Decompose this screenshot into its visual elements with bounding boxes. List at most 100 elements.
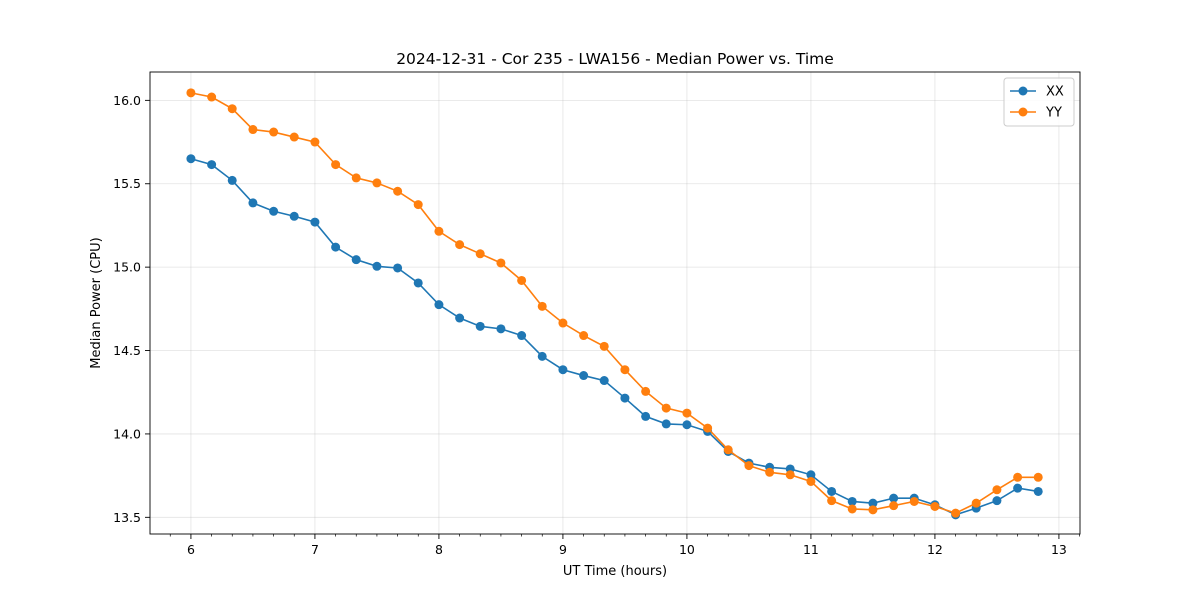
data-point-xx [847,496,857,506]
data-point-xx [868,498,878,508]
data-point-yy [992,485,1002,495]
data-point-yy [331,160,341,170]
data-point-yy [744,461,754,471]
x-axis-label: UT Time (hours) [563,564,667,579]
data-point-yy [455,240,465,250]
legend: XX YY [1003,77,1075,127]
data-point-xx [558,365,568,375]
data-point-yy [475,249,485,259]
legend-label-yy: YY [1045,106,1062,121]
x-tick-label: 11 [803,542,819,557]
data-point-yy [269,127,279,137]
data-point-xx [620,393,630,403]
x-tick-label: 7 [311,542,319,557]
data-point-xx [992,496,1002,506]
data-point-yy [641,386,651,396]
data-point-xx [806,470,816,480]
data-point-yy [579,331,589,341]
data-point-yy [310,137,320,147]
data-point-yy [289,132,299,142]
x-tick-label: 8 [435,542,443,557]
data-point-xx [889,493,899,503]
data-point-yy [909,496,919,506]
data-point-yy [971,498,981,508]
chart-title: 2024-12-31 - Cor 235 - LWA156 - Median P… [396,50,834,68]
data-point-xx [289,211,299,221]
data-point-xx [310,217,320,227]
data-point-xx [413,278,423,288]
data-point-yy [413,200,423,210]
legend-marker-yy [1018,107,1028,117]
data-point-xx [682,420,692,430]
y-tick-label: 14.5 [113,343,141,358]
data-point-xx [227,175,237,185]
data-point-yy [434,226,444,236]
x-tick-label: 13 [1051,542,1067,557]
data-point-yy [620,365,630,375]
data-point-xx [517,331,527,341]
data-point-xx [393,263,403,273]
y-axis-label: Median Power (CPU) [89,237,104,368]
data-point-yy [186,88,196,98]
data-point-yy [558,318,568,328]
data-point-yy [723,445,733,455]
data-point-yy [889,501,899,511]
data-point-xx [537,351,547,361]
data-point-yy [517,275,527,285]
data-point-yy [537,301,547,311]
data-point-xx [475,321,485,331]
data-point-xx [269,206,279,216]
y-tick-label: 15.0 [113,260,141,275]
data-point-yy [827,496,837,506]
data-point-yy [248,125,258,135]
data-point-yy [393,186,403,196]
x-tick-label: 6 [187,542,195,557]
data-point-xx [827,486,837,496]
data-point-yy [227,104,237,114]
data-point-xx [434,300,444,310]
data-point-xx [248,198,258,208]
data-point-yy [765,467,775,477]
x-tick-label: 10 [679,542,695,557]
axis-ticks: 6 7 8 9 10 11 12 13 13.5 14.0 14.5 15.0 15.5 16.0 [113,93,1080,557]
y-tick-label: 15.5 [113,176,141,191]
data-point-yy [1033,472,1043,482]
data-point-yy [930,501,940,511]
data-point-xx [372,261,382,271]
legend-label-xx: XX [1046,85,1064,100]
data-point-xx [455,313,465,323]
data-point-yy [682,408,692,418]
data-point-xx [1013,483,1023,493]
data-point-xx [641,411,651,421]
data-point-yy [599,341,609,351]
data-point-xx [599,376,609,386]
data-point-yy [496,258,506,268]
data-point-xx [351,255,361,265]
data-point-xx [579,371,589,381]
data-point-yy [868,505,878,515]
data-point-xx [1033,486,1043,496]
x-tick-label: 9 [559,542,567,557]
data-point-yy [703,423,713,433]
plot-frame [149,71,1081,535]
data-point-xx [331,242,341,252]
data-point-xx [661,419,671,429]
data-point-yy [785,470,795,480]
data-point-xx [496,324,506,334]
y-tick-label: 16.0 [113,93,141,108]
data-point-yy [661,403,671,413]
y-tick-label: 13.5 [113,510,141,525]
data-point-yy [1013,472,1023,482]
legend-marker-xx [1018,86,1028,96]
data-point-yy [372,178,382,188]
data-point-yy [847,504,857,514]
data-point-yy [207,92,217,102]
series-layer [186,88,1043,520]
data-point-yy [951,508,961,518]
data-point-yy [351,173,361,183]
x-tick-label: 12 [927,542,943,557]
data-point-yy [806,476,816,486]
data-point-xx [186,154,196,164]
data-point-xx [207,160,217,170]
